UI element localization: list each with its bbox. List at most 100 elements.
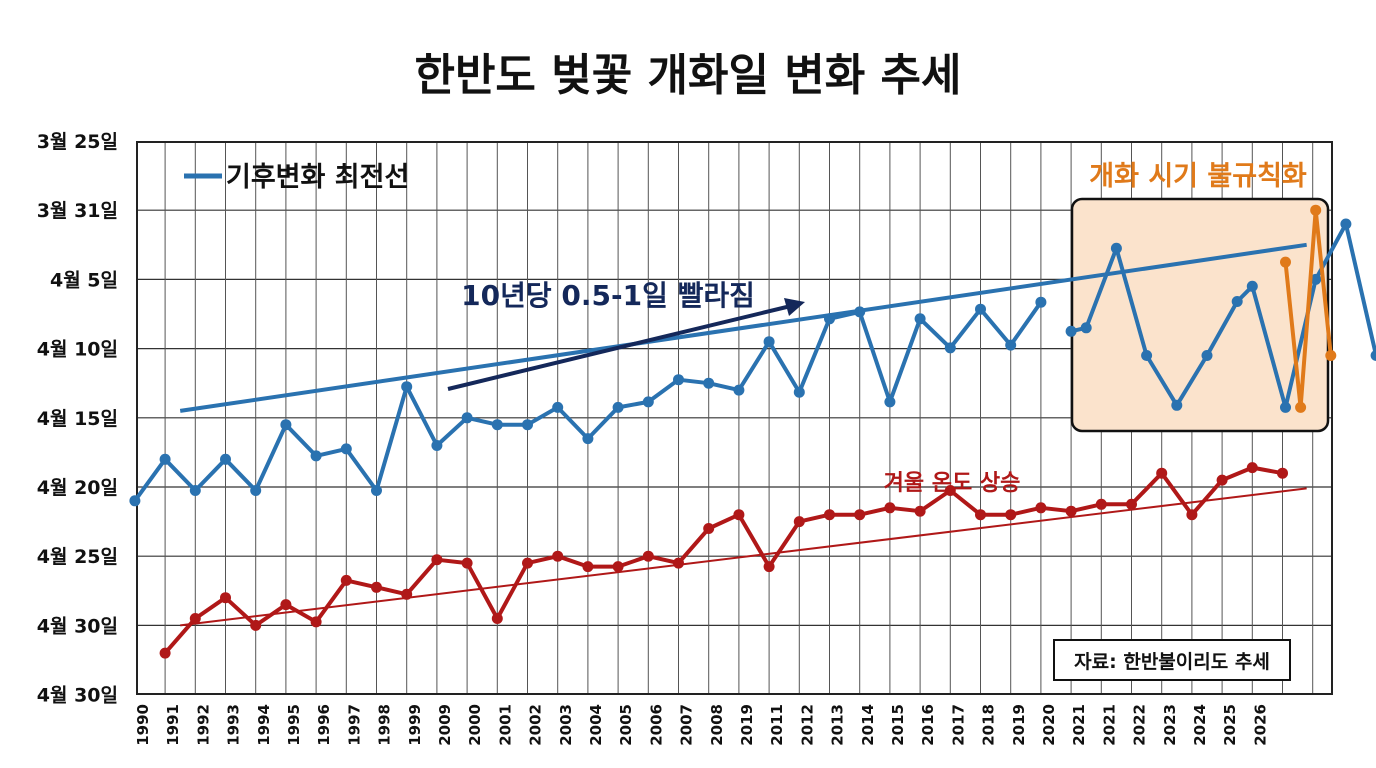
x-tick-label: 2022	[1131, 704, 1149, 746]
x-tick-label: 2011	[768, 704, 786, 746]
temperature-point	[1186, 509, 1198, 521]
source-label: 자료: 한반불이리도 추세	[1074, 651, 1270, 673]
blossom-irregular-period-point	[1231, 296, 1243, 307]
blossom-point	[944, 342, 956, 354]
x-tick-label: 1993	[225, 704, 243, 746]
y-tick-label: 4월 20일	[37, 477, 118, 499]
blossom-irregular-period-point	[1110, 242, 1122, 254]
blossom-irregular-period-point	[1141, 350, 1153, 361]
y-tick-label: 3월 25일	[37, 131, 118, 153]
temperature-point	[552, 550, 564, 562]
blossom-point	[522, 419, 533, 431]
x-tick-label: 2016	[919, 704, 937, 746]
blossom-point	[491, 419, 503, 431]
blossom-point	[793, 386, 805, 398]
temperature-point	[582, 561, 594, 573]
x-tick-label: 2000	[466, 704, 484, 746]
temperature-point	[1156, 467, 1168, 479]
temperature-point	[642, 550, 654, 562]
blossom-irregular-period-point	[1080, 322, 1092, 334]
x-tick-label: 2021	[1070, 704, 1088, 746]
temperature-point	[793, 516, 805, 528]
x-tick-label: 1991	[164, 704, 182, 746]
blossom-point	[250, 485, 262, 496]
temperature-point	[884, 502, 896, 514]
blossom-point	[854, 306, 866, 318]
x-tick-label: 2021	[1100, 704, 1118, 746]
temperature-point	[371, 581, 382, 593]
x-tick-label: 1999	[406, 704, 424, 746]
x-tick-label: 1998	[376, 704, 394, 746]
x-tick-label: 1992	[194, 704, 212, 746]
temperature-point	[1246, 462, 1258, 474]
blossom-point	[129, 495, 141, 507]
y-tick-label: 4월 15일	[37, 408, 118, 430]
blossom-point	[975, 303, 986, 315]
blossom-point	[1035, 296, 1047, 308]
temperature-point	[763, 561, 775, 573]
x-tick-label: 2009	[436, 704, 454, 746]
y-axis-tick-labels: 3월 25일 3월 31일 4월 5일 4월 10일 4월 15일 4월 20일 4월 25…	[37, 131, 118, 707]
temperature-point	[340, 574, 352, 586]
blossom-irregular-period-point	[1171, 399, 1183, 411]
blossom-point	[310, 450, 322, 462]
x-tick-label: 2003	[557, 704, 575, 746]
irregular-box-title: 개화 시기 불규칙화	[1089, 161, 1307, 192]
x-tick-label: 2002	[527, 704, 545, 746]
x-tick-label: 2025	[1221, 704, 1239, 746]
trend-arrow-head	[784, 298, 805, 316]
blossom-trend-line	[179, 242, 1307, 413]
trend-annotation: 10년당 0.5-1일 빨라짐	[447, 279, 805, 391]
blossom-point	[733, 384, 745, 396]
y-tick-label: 4월 5일	[50, 269, 118, 291]
temperature-point	[431, 554, 443, 566]
irregular-point	[1310, 204, 1322, 216]
grid	[137, 142, 1332, 694]
plot-frame	[136, 141, 1333, 695]
x-tick-label: 2007	[678, 704, 696, 746]
blossom-irregular-period-point	[1340, 218, 1352, 230]
temperature-point	[189, 613, 201, 624]
x-tick-label: 2018	[980, 704, 998, 746]
trend-arrow	[447, 303, 796, 391]
irregular-point	[1280, 256, 1291, 268]
blossom-irregular-period-point	[1370, 350, 1376, 361]
temperature-point	[310, 616, 322, 628]
blossom-point	[763, 336, 775, 348]
temperature-point	[220, 592, 231, 604]
temperature-point	[824, 509, 835, 521]
temperature-point	[461, 557, 473, 569]
x-tick-label: 2015	[889, 704, 907, 746]
x-tick-label: 1990	[134, 704, 152, 746]
series	[129, 204, 1376, 659]
blossom-irregular-period-point	[1201, 350, 1213, 361]
temperature-point	[612, 561, 624, 573]
irregular-line	[1283, 208, 1333, 410]
temperature-point	[1095, 498, 1107, 510]
x-tick-label: 2004	[587, 704, 605, 746]
temperature-point	[401, 588, 413, 600]
legend: 기후변화 최전선	[184, 162, 409, 193]
blossom-point	[159, 453, 171, 465]
blossom-point	[582, 433, 594, 445]
x-tick-label: 2001	[496, 704, 514, 746]
temperature-point	[280, 599, 292, 611]
x-tick-label: 1996	[315, 704, 333, 746]
temperature-point	[975, 509, 986, 521]
x-tick-label: 2008	[708, 704, 726, 746]
temperature-point	[914, 505, 926, 517]
temperature-point	[159, 647, 171, 659]
temperature-point	[733, 509, 745, 521]
temperature-point	[1126, 498, 1137, 510]
legend-label-blossom: 기후변화 최전선	[226, 162, 409, 193]
blossom-point	[642, 396, 654, 408]
temperature-point	[1216, 474, 1228, 486]
y-tick-label: 4월 25일	[37, 546, 118, 568]
x-tick-label: 2013	[829, 704, 847, 746]
temperature-trend-line	[180, 487, 1307, 627]
x-tick-label: 1997	[345, 704, 363, 746]
y-tick-label: 3월 31일	[37, 200, 118, 222]
temperature-point	[1005, 509, 1017, 521]
y-tick-label: 4월 30일	[37, 615, 118, 637]
